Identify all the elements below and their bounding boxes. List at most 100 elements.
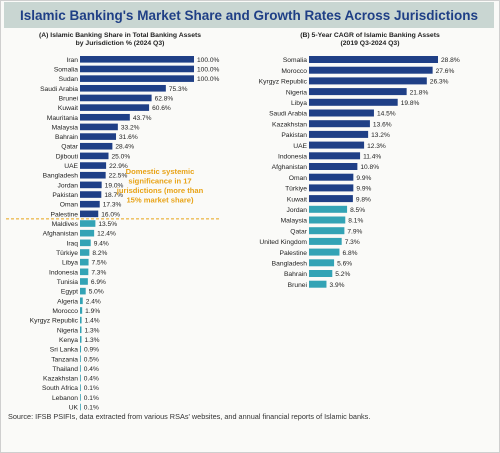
chart1-value-label: 8.1% [348, 218, 363, 225]
chart1-bar [309, 141, 365, 149]
chart1-title-line: (2019 Q3-2024 Q3) [341, 40, 400, 47]
chart1-value-label: 27.6% [436, 68, 455, 75]
chart0-bar [80, 181, 102, 189]
chart1-bar [309, 248, 340, 256]
chart1-category-label: Libya [291, 100, 307, 107]
chart0-value-label: 18.7% [104, 192, 123, 199]
chart0-bar [80, 133, 117, 140]
chart0-bar [80, 316, 82, 324]
chart0-category-label: Thailand [52, 366, 78, 373]
chart0-category-label: Somalia [54, 66, 78, 73]
chart0-category-label: Algeria [57, 298, 78, 305]
chart1-category-label: Kazakhstan [272, 121, 307, 128]
chart0-category-label: Kenya [59, 337, 78, 344]
chart0-bar [80, 84, 166, 92]
chart1-bar [309, 195, 353, 203]
chart1-value-label: 13.2% [371, 132, 390, 139]
chart0-bar [80, 365, 81, 372]
chart0-category-label: Mauritania [47, 115, 79, 122]
chart0-category-label: Iran [66, 57, 78, 64]
chart0-bar [80, 345, 82, 353]
chart0-bar [80, 94, 152, 102]
chart1-value-label: 7.9% [347, 228, 362, 235]
chart1-value-label: 13.6% [373, 121, 392, 128]
chart1-category-label: Türkiye [285, 186, 307, 193]
chart0-category-label: Türkiye [56, 250, 78, 257]
chart0-value-label: 100.0% [197, 66, 220, 73]
chart0-bar [80, 104, 150, 111]
chart0-category-label: Bahrain [55, 134, 78, 141]
chart0-value-label: 17.3% [103, 202, 122, 209]
chart1-value-label: 12.3% [367, 143, 386, 150]
chart0-value-label: 9.4% [94, 240, 109, 247]
chart0-value-label: 0.9% [84, 347, 99, 354]
source-note: Source: IFSB PSIFIs, data extracted from… [8, 412, 371, 421]
chart0-value-label: 43.7% [133, 115, 152, 122]
chart1-category-label: Jordan [287, 207, 308, 214]
chart0-value-label: 6.9% [91, 279, 106, 286]
chart0-bar [80, 220, 96, 227]
chart0-title-line: (A) Islamic Banking Share in Total Banki… [39, 32, 201, 39]
chart0-category-label: UAE [64, 163, 78, 170]
chart0-category-label: Libya [62, 260, 78, 267]
chart1-category-label: Somalia [283, 57, 307, 64]
chart0-value-label: 13.5% [98, 221, 117, 228]
chart1-value-label: 28.8% [441, 57, 460, 64]
chart0-category-label: Bangladesh [43, 173, 79, 180]
chart0-value-label: 100.0% [197, 57, 220, 64]
chart1-bar [309, 216, 346, 224]
chart0-value-label: 22.5% [109, 173, 128, 180]
chart0-bar [80, 142, 113, 150]
chart0-bar [80, 162, 107, 169]
chart1-bar [309, 173, 354, 181]
chart0-category-label: Egypt [61, 289, 78, 296]
chart0-category-label: Maldives [52, 221, 79, 228]
chart0-annotation-line: significance in 17 [128, 177, 191, 186]
chart0-annotation-line: 15% market share) [126, 196, 194, 205]
chart0-bar [80, 113, 130, 121]
chart0-category-label: Tunisia [57, 279, 79, 286]
chart1-category-label: Pakistan [281, 132, 307, 139]
chart1-bar [309, 109, 374, 117]
chart1-bar [309, 120, 370, 128]
chart0-category-label: South Africa [42, 385, 78, 392]
chart0-category-label: Iraq [66, 240, 78, 247]
chart0-category-label: Malaysia [52, 124, 79, 131]
chart0-category-label: Pakistan [52, 192, 78, 199]
chart1-bar [309, 163, 358, 170]
chart0-value-label: 33.2% [121, 124, 140, 131]
chart0-value-label: 25.0% [112, 153, 131, 160]
chart1-bar [309, 152, 361, 160]
chart0-annotation-line: Domestic systemic [126, 167, 195, 176]
chart1-bar [309, 66, 433, 74]
chart0-category-label: Qatar [61, 144, 78, 151]
chart-title: Islamic Banking's Market Share and Growt… [19, 7, 479, 23]
chart1-category-label: Kuwait [287, 196, 307, 203]
chart1-bar [309, 270, 333, 277]
chart1-bar [309, 56, 438, 63]
chart0-category-label: UK [69, 405, 79, 412]
chart0-value-label: 1.9% [85, 308, 100, 315]
chart0-category-label: Lebanon [52, 395, 78, 402]
chart0-category-label: Palestine [50, 211, 78, 218]
chart0-category-label: Sudan [59, 76, 79, 83]
chart1-bar [309, 184, 354, 192]
chart1-value-label: 14.5% [377, 111, 396, 118]
chart0-category-label: Afghanistan [43, 231, 79, 238]
chart1-bar [309, 205, 348, 213]
chart0-value-label: 16.0% [101, 211, 120, 218]
chart0-category-label: Indonesia [49, 269, 78, 276]
chart1-title-line: (B) 5-Year CAGR of Islamic Banking Asset… [300, 32, 440, 39]
chart1-category-label: Brunei [288, 282, 308, 289]
chart1-category-label: Kyrgyz Republic [259, 79, 308, 86]
chart1-value-label: 7.3% [345, 239, 360, 246]
chart0-bar [80, 249, 90, 256]
chart0-value-label: 60.6% [152, 105, 171, 112]
chart1-category-label: Malaysia [281, 218, 308, 225]
chart1-category-label: Afghanistan [272, 164, 308, 171]
chart0-bar [80, 56, 194, 63]
chart0-value-label: 62.8% [155, 95, 174, 102]
chart0-bar [80, 374, 81, 382]
chart0-value-label: 0.5% [84, 356, 99, 363]
